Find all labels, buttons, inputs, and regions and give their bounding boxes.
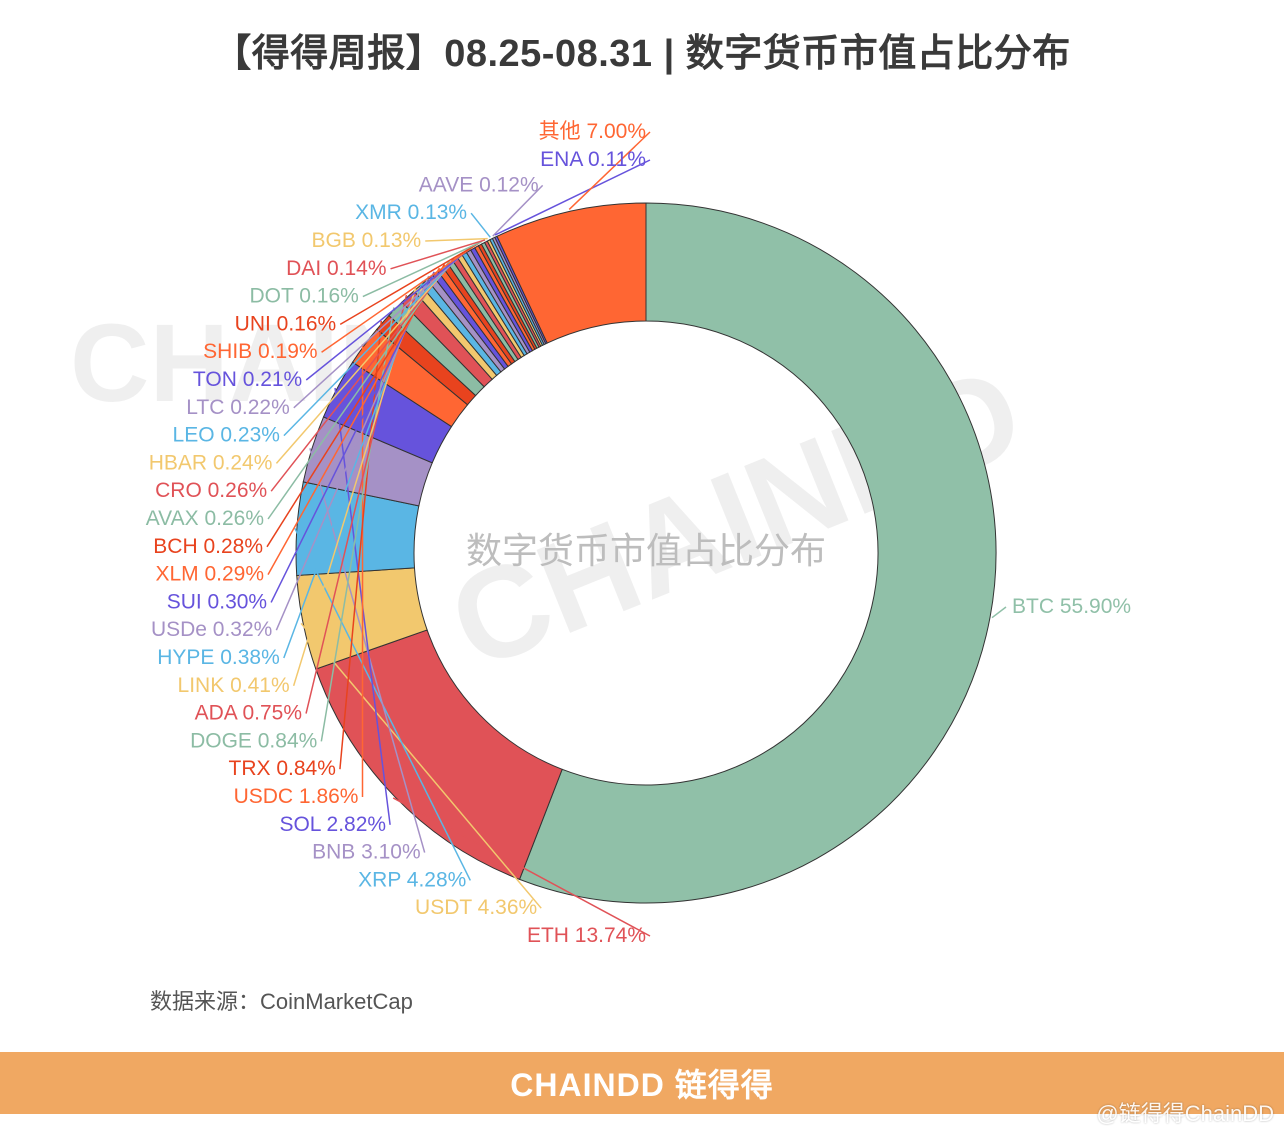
label-hype: HYPE 0.38% <box>157 646 280 669</box>
label-btc: BTC 55.90% <box>1012 595 1131 618</box>
label-cro: CRO 0.26% <box>155 479 267 502</box>
label-eth: ETH 13.74% <box>527 924 646 947</box>
label-xlm: XLM 0.29% <box>155 563 264 586</box>
author-handle: @链得得ChainDD <box>1096 1101 1274 1126</box>
leader-bch <box>266 263 446 548</box>
donut-chart: BTC 55.90% ETH 13.74% USDT 4.36% XRP 4.28% B… <box>146 120 1131 947</box>
label-sui: SUI 0.30% <box>167 590 267 613</box>
label-usdc: USDC 1.86% <box>234 785 359 808</box>
leader-bgb <box>425 237 488 242</box>
label-bgb: BGB 0.13% <box>311 229 421 252</box>
label-trx: TRX 0.84% <box>229 757 336 780</box>
leader-uni <box>339 242 480 326</box>
label-avax: AVAX 0.26% <box>146 507 264 530</box>
label-usde: USDe 0.32% <box>151 618 272 641</box>
label-xrp: XRP 4.28% <box>358 868 466 891</box>
label-dot: DOT 0.16% <box>250 285 359 308</box>
leader-ena <box>494 159 651 236</box>
leader-avax <box>267 260 451 520</box>
slice-other <box>496 202 647 344</box>
chart-center-label: 数字货币市值占比分布 <box>466 531 826 572</box>
leader-usdt <box>300 622 542 909</box>
label-doge: DOGE 0.84% <box>190 729 317 752</box>
footer-logo: CHAINDD 链得得 <box>510 1067 774 1103</box>
leader-dai <box>390 239 486 270</box>
label-dai: DAI 0.14% <box>286 257 386 280</box>
leader-eth <box>392 797 651 937</box>
label-ena: ENA 0.11% <box>540 148 646 171</box>
leader-other <box>568 131 651 211</box>
leader-trx <box>339 320 383 770</box>
chart-labels: BTC 55.90% ETH 13.74% USDT 4.36% XRP 4.28% B… <box>146 120 1131 947</box>
label-leo: LEO 0.23% <box>173 424 280 447</box>
label-uni: UNI 0.16% <box>235 312 337 335</box>
leader-shib <box>321 244 477 353</box>
slice-btc <box>518 202 997 904</box>
label-link: LINK 0.41% <box>178 674 290 697</box>
label-ltc: LTC 0.22% <box>186 396 290 419</box>
leader-xmr <box>470 212 491 238</box>
label-other: 其他 7.00% <box>539 120 646 143</box>
label-usdt: USDT 4.36% <box>415 896 537 919</box>
leader-leo <box>283 251 464 437</box>
leader-dot <box>362 240 483 298</box>
chart-leader-lines <box>266 131 1007 937</box>
label-bch: BCH 0.28% <box>153 535 263 558</box>
leader-bnb <box>309 448 426 853</box>
data-source: 数据来源：CoinMarketCap <box>150 989 413 1014</box>
leader-hbar <box>275 254 460 464</box>
leader-ton <box>305 246 473 381</box>
label-ada: ADA 0.75% <box>195 702 302 725</box>
label-hbar: HBAR 0.24% <box>149 451 273 474</box>
leader-cro <box>270 257 455 492</box>
label-ton: TON 0.21% <box>193 368 302 391</box>
footer-bar: CHAINDD 链得得 <box>0 1052 1284 1114</box>
leader-ltc <box>293 248 469 409</box>
label-shib: SHIB 0.19% <box>203 340 317 363</box>
leader-btc <box>991 606 1007 619</box>
label-bnb: BNB 3.10% <box>312 841 421 864</box>
page-title: 【得得周报】08.25-08.31 | 数字货币市值占比分布 <box>213 33 1071 75</box>
leader-aave <box>492 184 544 237</box>
label-xmr: XMR 0.13% <box>355 201 467 224</box>
label-aave: AAVE 0.12% <box>419 173 539 196</box>
label-sol: SOL 2.82% <box>279 813 386 836</box>
